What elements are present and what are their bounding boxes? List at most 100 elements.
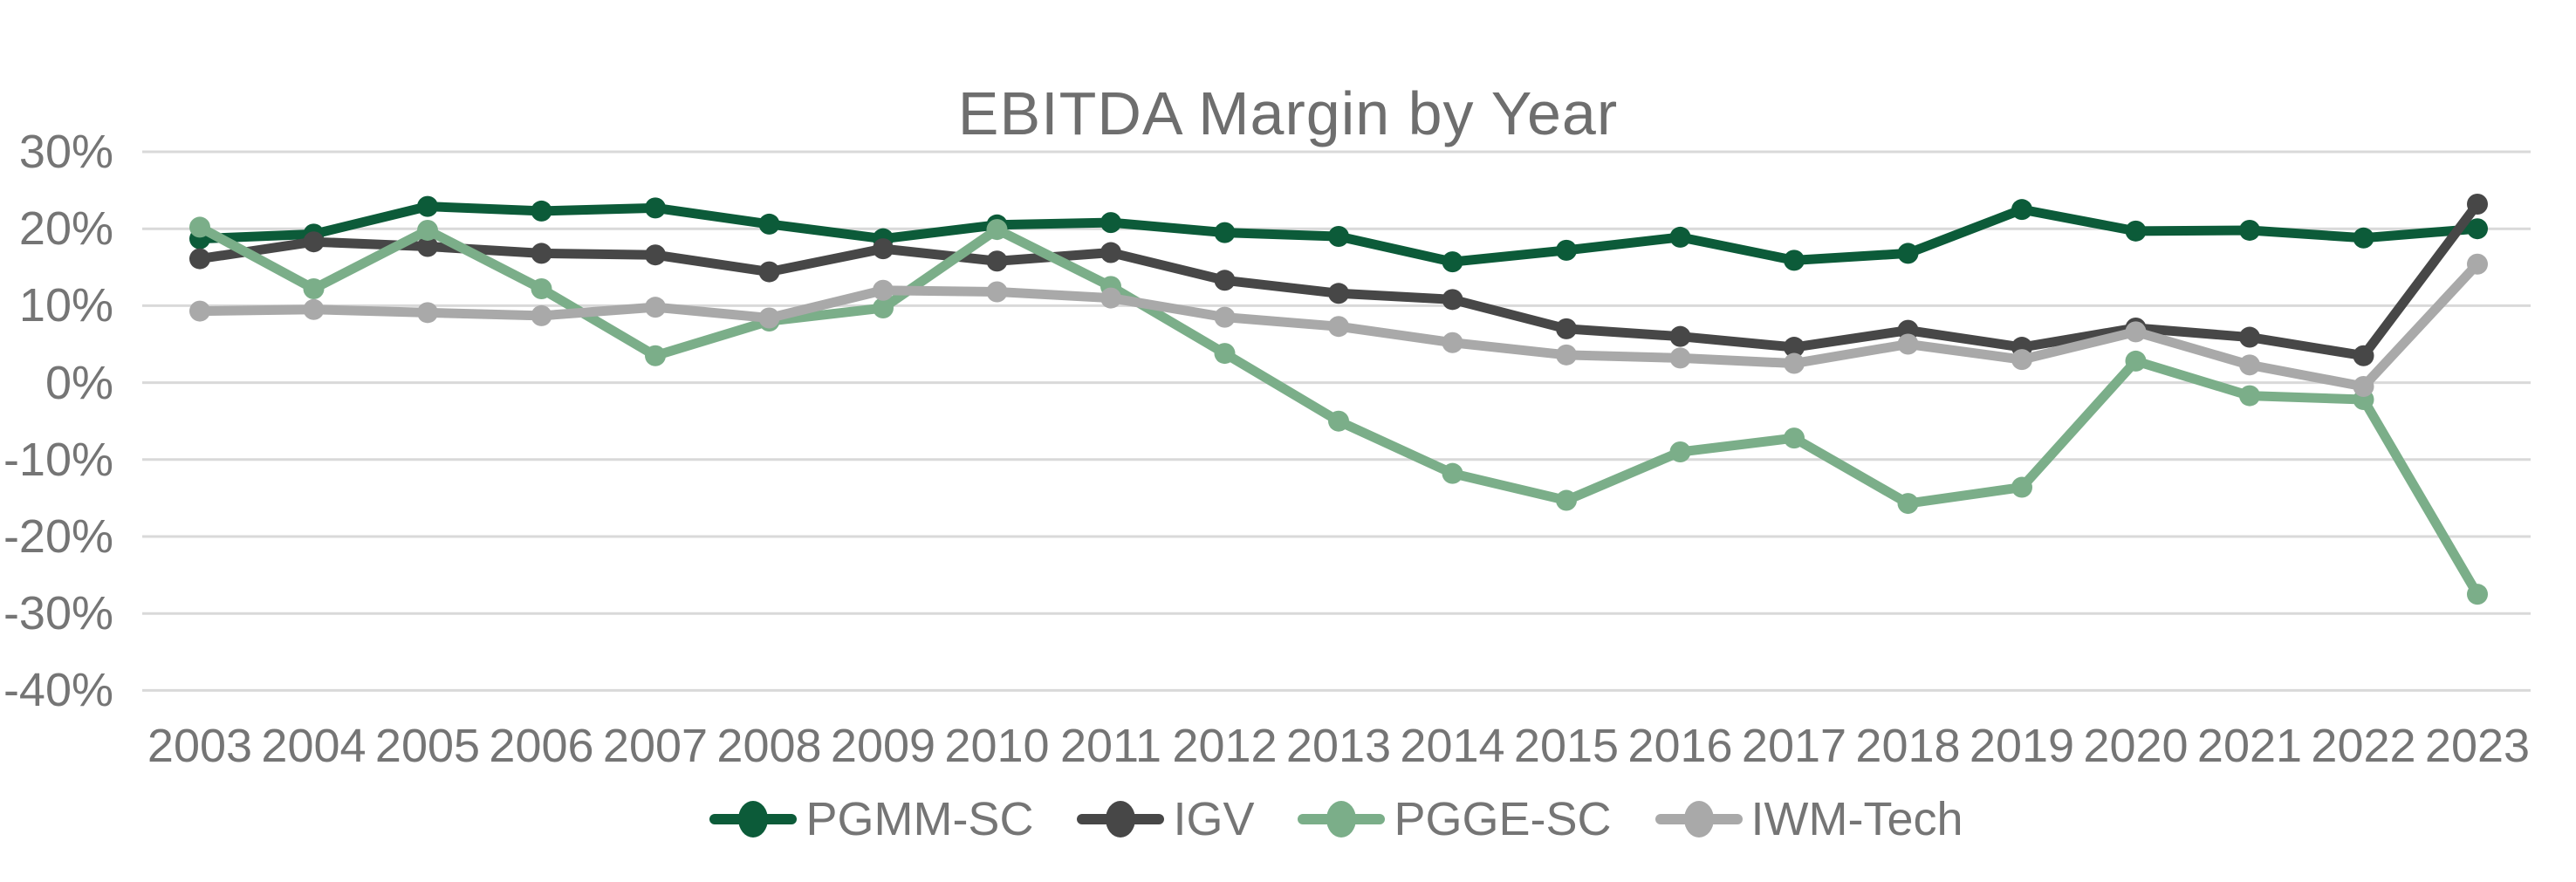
data-point-pgmm-sc-2012 [1214, 222, 1236, 243]
legend-label: PGMM-SC [805, 793, 1034, 845]
data-point-pgmm-sc-2011 [1100, 212, 1121, 234]
data-point-pgmm-sc-2017 [1784, 250, 1805, 271]
x-axis-tick-label-2023: 2023 [2424, 720, 2531, 772]
data-point-igv-2014 [1442, 289, 1463, 311]
data-point-iwm-tech-2007 [645, 297, 666, 318]
data-point-pgmm-sc-2006 [531, 200, 552, 222]
y-axis-tick-label--40: -40% [3, 664, 113, 717]
x-axis-tick-label-2007: 2007 [602, 720, 709, 772]
legend-item-pgge-sc[interactable]: PGGE-SC [1298, 793, 1612, 845]
data-point-igv-2012 [1214, 270, 1236, 291]
data-point-pgge-sc-2005 [417, 219, 438, 241]
data-point-igv-2011 [1100, 242, 1121, 263]
data-point-pgmm-sc-2013 [1328, 226, 1349, 248]
iwm-tech-legend-marker-icon [1655, 799, 1743, 839]
x-axis-tick-label-2009: 2009 [830, 720, 936, 772]
data-point-pgge-sc-2010 [986, 219, 1008, 241]
data-point-pgmm-sc-2022 [2353, 227, 2374, 249]
data-point-pgge-sc-2019 [2011, 476, 2032, 498]
legend-item-iwm-tech[interactable]: IWM-Tech [1655, 796, 1963, 843]
y-axis-tick-label--20: -20% [3, 510, 113, 563]
data-point-pgmm-sc-2018 [1897, 243, 1919, 264]
data-point-iwm-tech-2012 [1214, 306, 1236, 328]
legend-item-igv[interactable]: IGV [1077, 796, 1254, 843]
y-axis-tick-label--30: -30% [3, 587, 113, 640]
data-point-pgge-sc-2020 [2125, 350, 2147, 372]
y-axis-tick-label-0: 0% [45, 356, 113, 409]
data-point-pgge-sc-2021 [2239, 385, 2260, 407]
x-axis-tick-label-2021: 2021 [2196, 720, 2303, 772]
data-point-igv-2003 [189, 248, 210, 270]
data-point-iwm-tech-2019 [2011, 349, 2032, 371]
data-point-igv-2004 [303, 231, 325, 253]
data-point-iwm-tech-2018 [1897, 333, 1919, 355]
data-point-igv-2017 [1784, 337, 1805, 359]
x-axis-tick-label-2015: 2015 [1513, 720, 1620, 772]
data-point-iwm-tech-2020 [2125, 321, 2147, 343]
data-point-iwm-tech-2016 [1669, 347, 1691, 369]
data-point-iwm-tech-2003 [189, 300, 210, 322]
data-point-pgmm-sc-2007 [645, 197, 666, 219]
x-axis-tick-label-2011: 2011 [1059, 720, 1162, 772]
data-point-pgge-sc-2012 [1214, 343, 1236, 365]
data-point-igv-2022 [2353, 345, 2374, 366]
data-point-igv-2010 [986, 250, 1008, 272]
data-point-iwm-tech-2011 [1100, 287, 1121, 309]
igv-legend-marker-icon [1077, 799, 1165, 839]
data-point-pgmm-sc-2014 [1442, 251, 1463, 273]
legend-label: IWM-Tech [1750, 793, 1963, 845]
data-point-igv-2007 [645, 244, 666, 266]
data-point-igv-2023 [2467, 193, 2488, 215]
y-axis-tick-label-30: 30% [18, 126, 113, 178]
data-point-iwm-tech-2015 [1556, 344, 1577, 366]
data-point-iwm-tech-2006 [531, 304, 552, 326]
x-axis-tick-label-2019: 2019 [1969, 720, 2075, 772]
data-point-igv-2013 [1328, 283, 1349, 304]
y-axis-tick-label-10: 10% [18, 279, 113, 332]
data-point-pgmm-sc-2020 [2125, 220, 2147, 242]
data-point-pgge-sc-2003 [189, 216, 210, 238]
data-point-pgge-sc-2007 [645, 345, 666, 366]
legend-label: IGV [1173, 793, 1255, 845]
data-point-pgge-sc-2017 [1784, 427, 1805, 449]
x-axis-tick-label-2008: 2008 [716, 720, 822, 772]
chart-title: EBITDA Margin by Year [957, 79, 1619, 147]
data-point-pgge-sc-2016 [1669, 441, 1691, 462]
data-point-iwm-tech-2013 [1328, 316, 1349, 338]
data-point-pgge-sc-2009 [873, 297, 894, 319]
x-axis-tick-label-2003: 2003 [147, 720, 253, 772]
data-point-iwm-tech-2005 [417, 302, 438, 324]
x-axis-tick-label-2005: 2005 [374, 720, 481, 772]
data-point-pgmm-sc-2023 [2467, 218, 2488, 240]
data-point-iwm-tech-2009 [873, 279, 894, 301]
series-pgge-sc [189, 216, 2488, 605]
legend: PGMM-SC IGV PGGE-SC IWM-Tech [142, 796, 2531, 843]
x-axis-tick-label-2012: 2012 [1172, 720, 1278, 772]
data-point-pgge-sc-2023 [2467, 584, 2488, 605]
legend-item-pgmm-sc[interactable]: PGMM-SC [709, 796, 1033, 843]
x-axis-tick-label-2016: 2016 [1627, 720, 1733, 772]
data-point-iwm-tech-2008 [758, 307, 780, 329]
data-point-igv-2009 [873, 238, 894, 260]
data-point-pgge-sc-2013 [1328, 410, 1349, 432]
pgge-sc-legend-marker-icon [1298, 799, 1386, 839]
y-axis-tick-label--10: -10% [3, 433, 113, 486]
x-axis-tick-label-2022: 2022 [2311, 720, 2416, 772]
series-pgmm-sc [189, 195, 2488, 273]
data-point-pgge-sc-2014 [1442, 462, 1463, 484]
data-point-igv-2016 [1669, 325, 1691, 347]
data-point-igv-2021 [2239, 326, 2260, 348]
data-point-igv-2005 [417, 236, 438, 257]
x-axis-tick-label-2013: 2013 [1285, 720, 1392, 772]
data-point-pgmm-sc-2016 [1669, 226, 1691, 248]
legend-label: PGGE-SC [1394, 793, 1612, 845]
data-point-igv-2008 [758, 261, 780, 283]
data-point-iwm-tech-2017 [1784, 352, 1805, 374]
data-point-iwm-tech-2004 [303, 298, 325, 320]
data-point-pgge-sc-2004 [303, 277, 325, 299]
data-point-iwm-tech-2022 [2353, 376, 2374, 398]
data-point-pgge-sc-2006 [531, 277, 552, 299]
data-point-pgmm-sc-2019 [2011, 199, 2032, 221]
y-axis-tick-label-20: 20% [18, 202, 113, 256]
